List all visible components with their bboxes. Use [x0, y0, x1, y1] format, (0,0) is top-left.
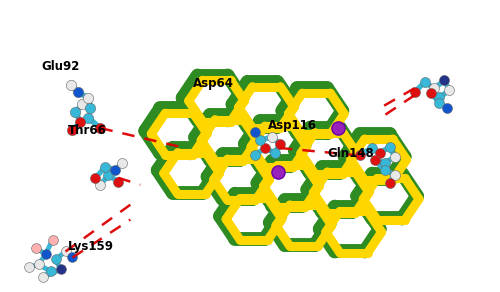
Point: [410, 90, 418, 95]
Point: [386, 145, 394, 149]
Point: [261, 146, 269, 150]
Point: [430, 86, 438, 91]
Point: [72, 110, 80, 114]
Point: [380, 161, 388, 165]
Point: [390, 173, 398, 177]
Point: [68, 255, 76, 260]
Point: [96, 126, 104, 131]
Point: [38, 275, 46, 280]
Text: Thr66: Thr66: [68, 124, 107, 137]
Point: [32, 245, 40, 250]
Point: [52, 257, 60, 262]
Point: [74, 90, 82, 95]
Point: [370, 158, 378, 162]
Point: [86, 106, 94, 110]
Text: Asp116: Asp116: [268, 119, 316, 132]
Text: Lys159: Lys159: [68, 240, 114, 253]
Point: [276, 142, 284, 146]
Text: Gln148: Gln148: [328, 147, 374, 160]
Point: [96, 182, 104, 187]
Point: [46, 269, 54, 274]
Text: Glu92: Glu92: [42, 60, 80, 73]
Point: [268, 135, 276, 139]
Point: [66, 83, 74, 88]
Point: [42, 252, 50, 257]
Point: [114, 180, 122, 184]
Point: [92, 175, 100, 180]
Point: [444, 106, 452, 110]
Point: [104, 173, 112, 177]
Point: [368, 146, 376, 150]
Point: [102, 165, 110, 169]
Point: [274, 170, 282, 174]
Point: [112, 168, 120, 172]
Point: [390, 154, 398, 159]
Point: [334, 126, 342, 131]
Point: [118, 161, 126, 165]
Text: Asp64: Asp64: [192, 77, 234, 90]
Point: [48, 237, 56, 242]
Point: [34, 262, 42, 267]
Point: [256, 138, 264, 142]
Point: [56, 267, 64, 272]
Point: [68, 128, 76, 132]
Point: [24, 265, 32, 270]
Point: [446, 88, 454, 93]
Point: [436, 95, 444, 100]
Point: [380, 168, 388, 172]
Point: [62, 249, 70, 254]
Point: [420, 80, 428, 85]
Point: [84, 96, 92, 100]
Point: [76, 120, 84, 124]
Point: [436, 101, 444, 105]
Point: [356, 153, 364, 157]
Point: [428, 91, 436, 95]
Point: [386, 180, 394, 185]
Point: [376, 151, 384, 155]
Point: [251, 130, 259, 134]
Point: [251, 153, 259, 157]
Point: [84, 116, 92, 121]
Point: [440, 78, 448, 83]
Point: [271, 151, 279, 155]
Point: [78, 102, 86, 107]
